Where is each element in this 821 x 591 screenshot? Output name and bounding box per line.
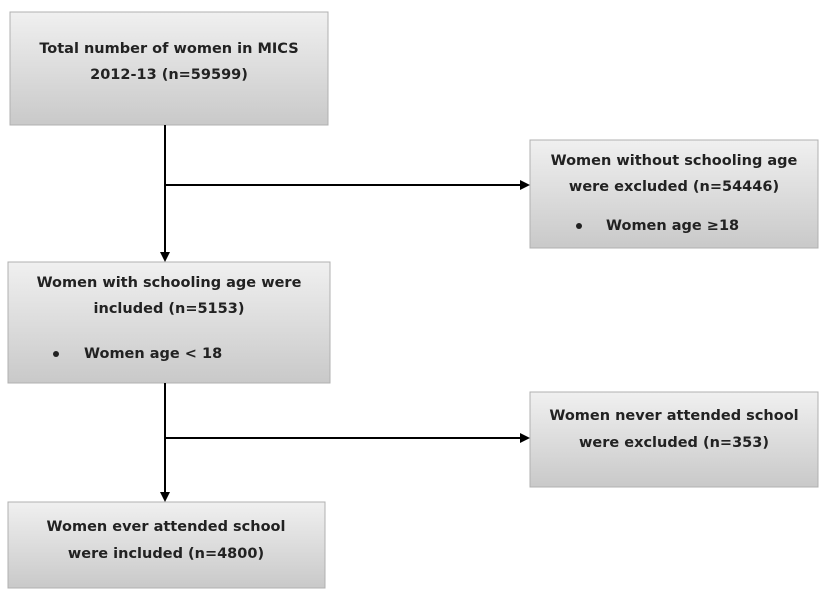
box-text: were excluded (n=353) bbox=[579, 435, 769, 451]
box-text: Total number of women in MICS bbox=[39, 41, 298, 57]
box bbox=[529, 391, 819, 488]
box-text: included (n=5153) bbox=[94, 301, 245, 317]
box-text: were included (n=4800) bbox=[68, 546, 264, 562]
box-text: Women never attended school bbox=[549, 408, 798, 424]
box bbox=[7, 261, 331, 384]
box-text: Women with schooling age were bbox=[37, 275, 302, 291]
box-text: 2012-13 (n=59599) bbox=[90, 67, 248, 83]
box-text: Women ever attended school bbox=[47, 519, 286, 535]
box bbox=[529, 139, 819, 249]
box-text: were excluded (n=54446) bbox=[569, 179, 779, 195]
bullet-text: Women age < 18 bbox=[84, 346, 222, 362]
bullet-text: Women age ≥18 bbox=[606, 218, 739, 234]
box bbox=[9, 11, 329, 126]
bullet-dot bbox=[576, 223, 582, 229]
box bbox=[7, 501, 326, 589]
box-text: Women without schooling age bbox=[551, 153, 798, 169]
bullet-dot bbox=[53, 351, 59, 357]
